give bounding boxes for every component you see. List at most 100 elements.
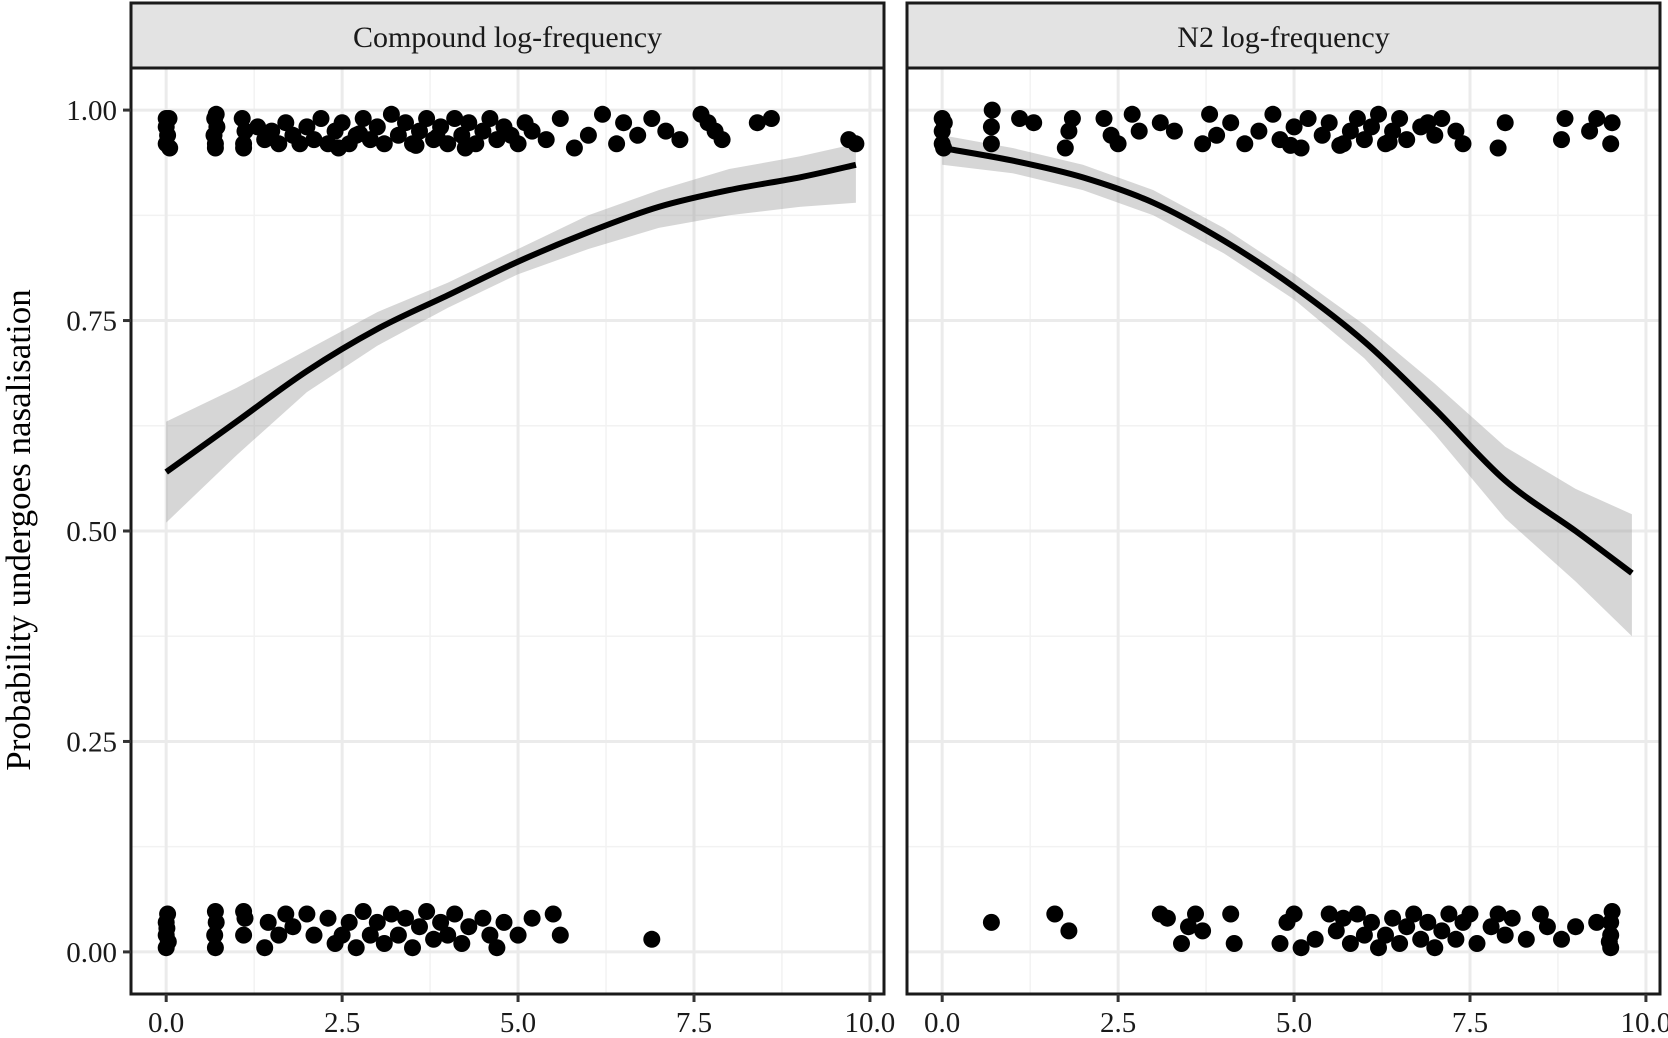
data-point xyxy=(1201,105,1219,123)
y-axis: 0.00 0.25 0.50 0.75 1.00 xyxy=(66,95,131,969)
data-point xyxy=(1180,918,1197,936)
data-point xyxy=(1426,126,1444,144)
data-point xyxy=(1556,110,1574,127)
data-point xyxy=(1363,913,1380,931)
data-point xyxy=(277,905,295,923)
data-point xyxy=(1264,105,1282,123)
y-tick-label: 1.00 xyxy=(66,95,117,127)
data-point xyxy=(1553,131,1570,149)
data-point xyxy=(404,939,421,957)
data-point xyxy=(389,926,407,944)
data-point xyxy=(1208,126,1226,144)
data-point xyxy=(565,139,583,157)
data-point xyxy=(1348,905,1366,923)
data-point xyxy=(330,139,348,157)
data-point xyxy=(407,136,425,154)
data-point xyxy=(629,126,647,144)
data-point xyxy=(523,122,541,140)
data-point xyxy=(1461,905,1479,923)
data-point xyxy=(615,114,633,132)
data-point xyxy=(523,909,541,927)
data-point xyxy=(1282,136,1299,154)
data-point xyxy=(671,131,689,149)
data-point xyxy=(481,926,499,944)
data-point xyxy=(1567,918,1585,936)
grid xyxy=(907,68,1660,994)
panel-2: N2 log-frequency 0.0 2.5 5.0 7.5 10.0 xyxy=(905,1,1668,1038)
data-point xyxy=(1553,930,1570,948)
data-point xyxy=(460,918,478,936)
data-point xyxy=(1292,939,1310,957)
data-point xyxy=(361,926,379,944)
data-point xyxy=(1531,905,1549,923)
data-point xyxy=(428,128,446,146)
x-tick-label: 2.5 xyxy=(1100,1007,1136,1038)
x-tick-label: 2.5 xyxy=(324,1007,360,1038)
data-point xyxy=(1419,913,1437,931)
data-point xyxy=(1377,926,1394,944)
data-point xyxy=(982,913,1000,931)
data-point xyxy=(259,913,277,931)
x-tick-label: 5.0 xyxy=(1276,1007,1312,1038)
data-point xyxy=(397,114,414,132)
data-point xyxy=(291,135,309,153)
y-tick-label: 0.00 xyxy=(66,937,117,969)
data-point xyxy=(207,105,225,123)
data-point xyxy=(159,933,177,951)
data-point xyxy=(159,126,177,144)
data-point xyxy=(594,105,611,123)
data-point xyxy=(233,110,251,127)
data-point xyxy=(1327,922,1345,940)
y-tick-label: 0.50 xyxy=(66,516,117,548)
data-point xyxy=(1299,110,1317,127)
data-point xyxy=(158,919,176,937)
data-point xyxy=(439,926,457,944)
data-point xyxy=(432,913,450,931)
data-point xyxy=(354,110,372,127)
data-point xyxy=(1306,930,1324,948)
data-point xyxy=(1151,114,1169,132)
data-point xyxy=(1095,110,1113,127)
data-point xyxy=(1109,135,1127,153)
data-point xyxy=(333,114,351,132)
data-point xyxy=(608,135,626,153)
x-tick-label: 5.0 xyxy=(500,1007,536,1038)
data-point xyxy=(382,905,400,923)
data-point xyxy=(1363,118,1380,136)
data-point xyxy=(270,926,288,944)
panel-strip xyxy=(905,1,1662,70)
data-point xyxy=(1334,909,1352,927)
data-point xyxy=(1468,935,1486,952)
data-point xyxy=(333,926,351,944)
data-point xyxy=(1025,114,1043,132)
y-axis-title: Probability undergoes nasalisation xyxy=(0,289,38,771)
data-point xyxy=(263,122,281,140)
data-point xyxy=(1482,918,1500,936)
data-point xyxy=(206,939,224,957)
data-point xyxy=(481,110,499,127)
data-point xyxy=(284,918,302,936)
points xyxy=(157,105,865,957)
data-point xyxy=(1391,935,1409,952)
data-point xyxy=(425,930,443,948)
data-point xyxy=(1440,905,1458,923)
data-point xyxy=(1271,935,1289,952)
data-point xyxy=(982,135,1000,153)
data-point xyxy=(305,926,323,944)
data-point xyxy=(1222,905,1240,923)
data-point xyxy=(1426,939,1444,957)
data-point xyxy=(1447,122,1465,140)
points xyxy=(933,101,1621,957)
data-point xyxy=(1581,122,1599,140)
data-point xyxy=(474,909,492,927)
panel-border xyxy=(905,66,1662,996)
data-point xyxy=(382,105,400,123)
data-point xyxy=(1489,139,1507,157)
data-point xyxy=(354,903,372,920)
grid xyxy=(131,68,884,994)
data-point xyxy=(509,926,527,944)
data-point xyxy=(305,131,323,149)
data-point xyxy=(1355,131,1373,149)
data-point xyxy=(1496,926,1514,944)
